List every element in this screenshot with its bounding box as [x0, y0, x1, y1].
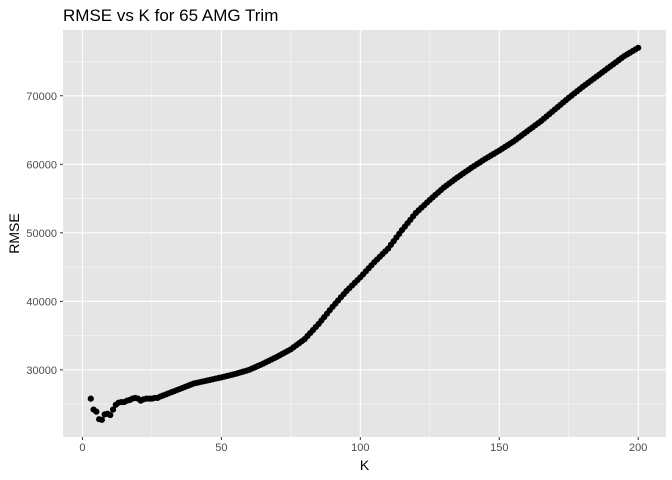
- data-point: [635, 44, 642, 51]
- x-tick-label: 100: [351, 442, 369, 454]
- data-point: [107, 411, 114, 419]
- data-point: [93, 408, 100, 415]
- y-axis-ticks: 30000 40000 50000 60000 70000: [26, 91, 63, 377]
- x-axis-title: K: [360, 457, 370, 473]
- data-point: [87, 395, 94, 402]
- x-tick-label: 150: [490, 442, 508, 454]
- x-tick-label: 200: [629, 442, 647, 454]
- x-axis-ticks: 0 50 100 150 200: [79, 437, 647, 454]
- data-points: [87, 44, 642, 423]
- y-tick-label: 50000: [26, 228, 57, 240]
- y-tick-label: 70000: [26, 91, 57, 103]
- y-tick-label: 40000: [26, 296, 57, 308]
- y-tick-label: 60000: [26, 159, 57, 171]
- data-point: [109, 406, 117, 413]
- chart-title: RMSE vs K for 65 AMG Trim: [63, 6, 278, 25]
- x-tick-label: 0: [79, 442, 85, 454]
- data-point: [98, 416, 105, 423]
- y-tick-label: 30000: [26, 365, 57, 377]
- y-axis-title: RMSE: [6, 213, 22, 253]
- grid-lines: [63, 30, 666, 437]
- x-tick-label: 50: [215, 442, 227, 454]
